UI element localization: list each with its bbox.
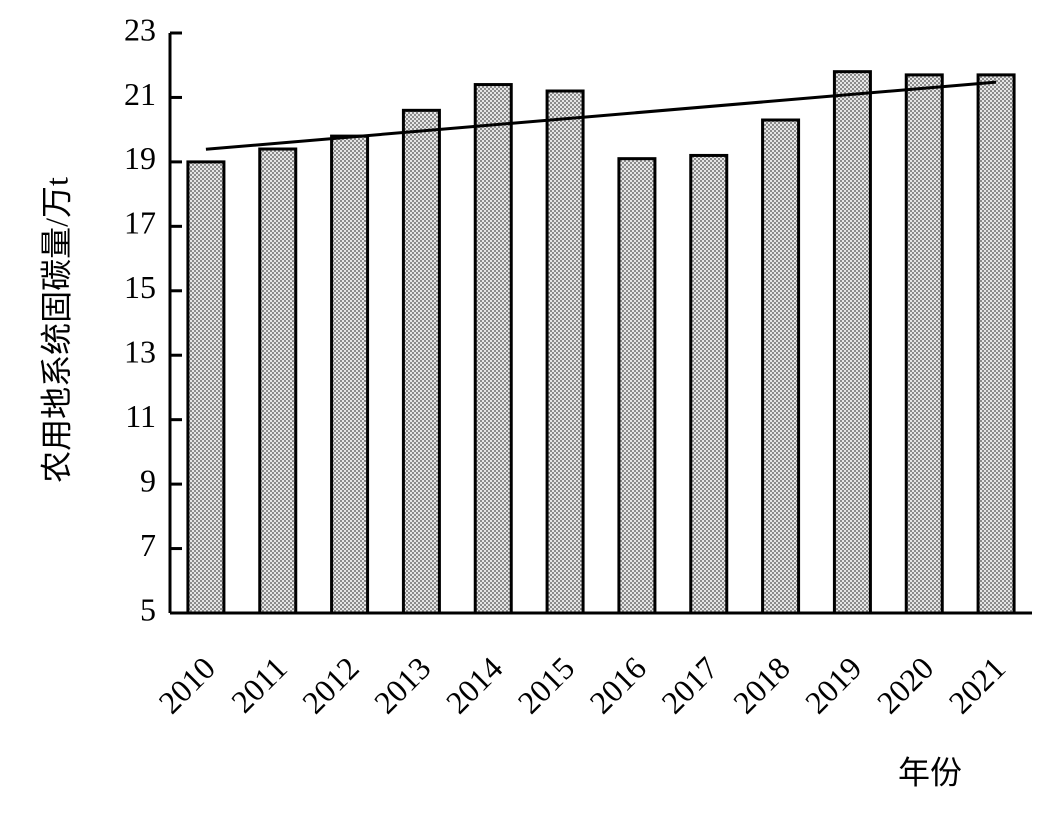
bar (401, 108, 441, 615)
bar (976, 73, 1016, 615)
y-tick-label: 7 (140, 527, 156, 563)
bar (904, 73, 944, 615)
x-tick-label: 2020 (870, 650, 941, 721)
y-tick-label: 15 (124, 269, 156, 305)
y-tick-label: 23 (124, 11, 156, 47)
bar (258, 147, 298, 615)
y-tick-label: 5 (140, 591, 156, 627)
x-tick-label: 2015 (511, 650, 582, 721)
y-tick-label: 19 (124, 140, 156, 176)
y-tick-label: 17 (124, 205, 156, 241)
bar (545, 89, 585, 615)
y-tick-label: 13 (124, 334, 156, 370)
x-tick-label: 2010 (151, 650, 222, 721)
bar (761, 118, 801, 615)
y-tick-label: 21 (124, 76, 156, 112)
x-tick-label: 2019 (798, 650, 869, 721)
x-axis-label: 年份 (898, 754, 962, 790)
x-tick-label: 2013 (367, 650, 438, 721)
x-tick-label: 2016 (582, 650, 653, 721)
x-tick-label: 2014 (439, 650, 510, 721)
x-tick-label: 2012 (295, 650, 366, 721)
y-tick-label: 9 (140, 462, 156, 498)
bar (689, 153, 729, 615)
y-tick-label: 11 (125, 398, 156, 434)
bar (473, 83, 513, 615)
bar (832, 70, 872, 615)
bar (617, 157, 657, 615)
bar (330, 134, 370, 615)
x-tick-label: 2011 (224, 650, 294, 720)
bar (186, 160, 226, 615)
x-tick-label: 2017 (654, 650, 725, 721)
x-tick-label: 2018 (726, 650, 797, 721)
trend-line (205, 80, 997, 151)
y-axis-label: 农用地系统固碳量/万t (38, 177, 74, 483)
x-tick-label: 2021 (942, 650, 1013, 721)
